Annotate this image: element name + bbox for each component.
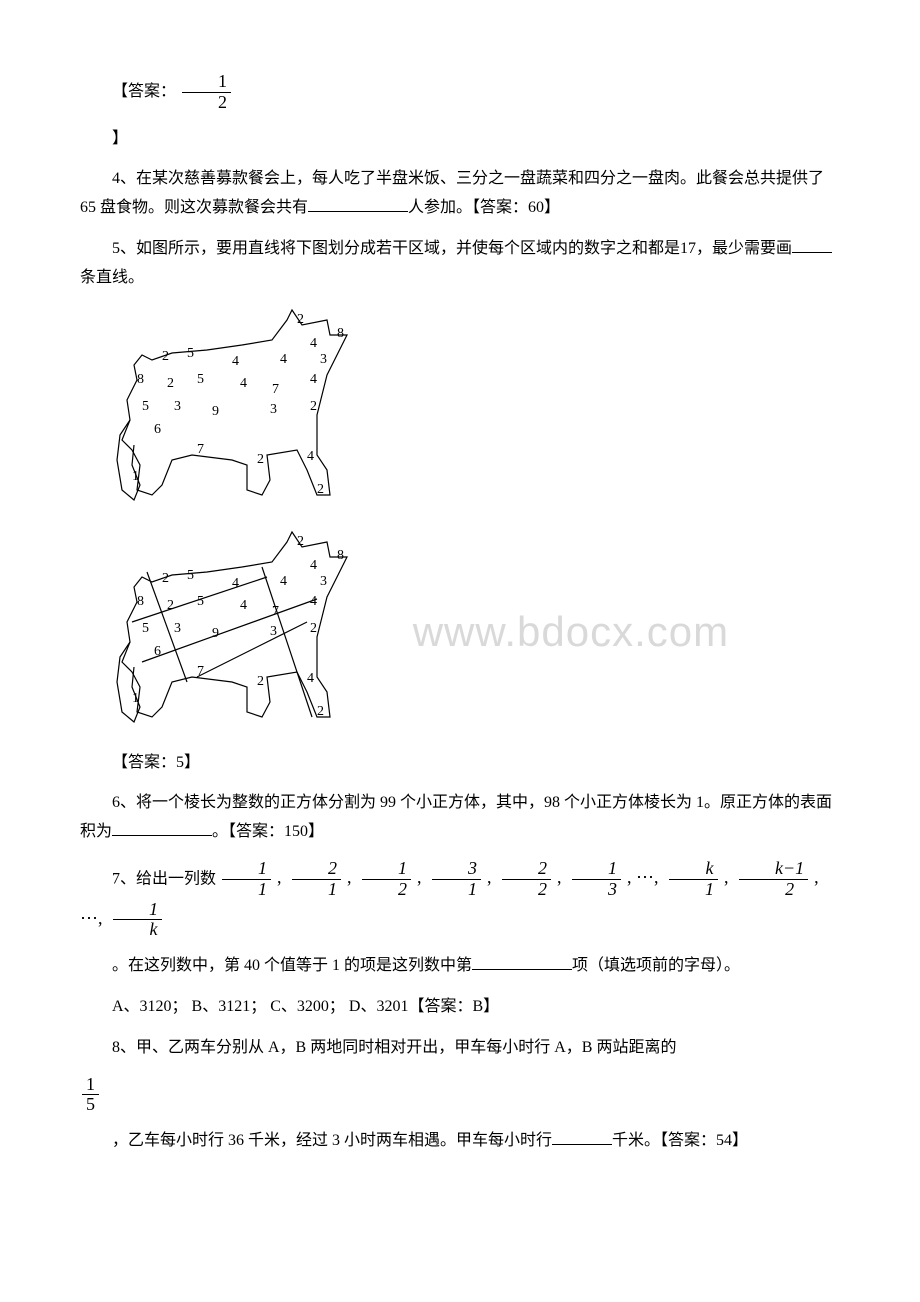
- svg-text:4: 4: [232, 576, 239, 591]
- svg-text:5: 5: [142, 621, 149, 636]
- q5-text-b: 条直线。: [80, 269, 144, 286]
- q5-blank: [792, 236, 832, 253]
- q7-options: A、3120； B、3121； C、3200； D、3201【答案：B】: [80, 993, 840, 1022]
- q8-blank: [552, 1128, 612, 1145]
- q3-frac-num: 1: [182, 72, 231, 93]
- svg-text:4: 4: [232, 354, 239, 369]
- q8-frac-num: 1: [82, 1075, 99, 1096]
- svg-text:3: 3: [270, 402, 277, 417]
- q8-fraction: 1 5: [82, 1075, 99, 1116]
- svg-text:5: 5: [197, 372, 204, 387]
- svg-text:5: 5: [142, 399, 149, 414]
- q8-text-a: 8、甲、乙两车分别从 A，B 两地同时相对开出，甲车每小时行 A，B 两站距离的: [112, 1039, 676, 1056]
- svg-text:4: 4: [240, 598, 247, 613]
- q3-answer-close: 】: [80, 125, 840, 154]
- svg-text:8: 8: [337, 548, 344, 563]
- q7-text-c: 项（填选项前的字母）。: [572, 957, 740, 974]
- svg-text:3: 3: [320, 574, 327, 589]
- q5-figure-1: 2 8 4 3 2 5 4 4 8 2 5 4 7 4 5 3 9 3 2 6 …: [112, 305, 840, 515]
- svg-text:7: 7: [197, 664, 204, 679]
- q8-line1: 8、甲、乙两车分别从 A，B 两地同时相对开出，甲车每小时行 A，B 两站距离的: [80, 1034, 840, 1063]
- svg-text:2: 2: [297, 534, 304, 549]
- svg-text:3: 3: [270, 624, 277, 639]
- svg-text:4: 4: [310, 336, 317, 351]
- svg-text:2: 2: [317, 482, 324, 497]
- svg-text:7: 7: [272, 382, 279, 397]
- svg-text:2: 2: [162, 571, 169, 586]
- svg-text:5: 5: [197, 594, 204, 609]
- q3-answer-block: 【答案： 1 2: [80, 72, 840, 113]
- svg-text:4: 4: [240, 376, 247, 391]
- svg-text:3: 3: [174, 399, 181, 414]
- q3-frac-den: 2: [182, 93, 231, 113]
- svg-text:9: 9: [212, 626, 219, 641]
- cat-figure-top: 2 8 4 3 2 5 4 4 8 2 5 4 7 4 5 3 9 3 2 6 …: [112, 305, 372, 515]
- svg-text:2: 2: [257, 674, 264, 689]
- q5-figure-2-wrap: www.bdocx.com 2 8 4 3 2 5 4 4 8 2 5 4 7 …: [112, 527, 840, 737]
- q4-text-b: 人参加。【答案：60】: [408, 199, 560, 216]
- svg-text:1: 1: [132, 469, 139, 484]
- svg-text:6: 6: [154, 644, 161, 659]
- svg-text:2: 2: [162, 349, 169, 364]
- svg-text:4: 4: [310, 594, 317, 609]
- q6-text: 6、将一个棱长为整数的正方体分割为 99 个小正方体，其中，98 个小正方体棱长…: [80, 789, 840, 847]
- q7-prefix: 7、给出一列数: [112, 870, 216, 887]
- svg-text:2: 2: [167, 598, 174, 613]
- svg-text:8: 8: [337, 326, 344, 341]
- svg-text:6: 6: [154, 422, 161, 437]
- svg-text:9: 9: [212, 404, 219, 419]
- cat-numbers-1: 2 8 4 3 2 5 4 4 8 2 5 4 7 4 5 3 9 3 2 6 …: [132, 312, 344, 497]
- svg-text:2: 2: [297, 312, 304, 327]
- q8-text-b: ，乙车每小时行 36 千米，经过 3 小时两车相遇。甲车每小时行: [112, 1132, 552, 1149]
- svg-text:2: 2: [257, 452, 264, 467]
- q5-text: 5、如图所示，要用直线将下图划分成若干区域，并使每个区域内的数字之和都是17，最…: [80, 235, 840, 293]
- svg-text:3: 3: [174, 621, 181, 636]
- svg-text:4: 4: [307, 449, 314, 464]
- svg-text:4: 4: [280, 352, 287, 367]
- q6-text-b: 。【答案：150】: [212, 823, 324, 840]
- svg-text:2: 2: [167, 376, 174, 391]
- q8-text-c: 千米。【答案：54】: [612, 1132, 748, 1149]
- svg-text:7: 7: [272, 604, 279, 619]
- q4-blank: [308, 195, 408, 212]
- svg-text:4: 4: [310, 372, 317, 387]
- q5-text-a: 5、如图所示，要用直线将下图划分成若干区域，并使每个区域内的数字之和都是17，最…: [112, 240, 792, 257]
- q7-blank: [472, 953, 572, 970]
- svg-text:2: 2: [310, 621, 317, 636]
- q8-frac-den: 5: [82, 1095, 99, 1115]
- q8-fraction-line: 1 5: [80, 1075, 840, 1116]
- svg-text:2: 2: [317, 704, 324, 719]
- q8-line2: ，乙车每小时行 36 千米，经过 3 小时两车相遇。甲车每小时行 千米。【答案：5…: [80, 1127, 840, 1156]
- svg-text:8: 8: [137, 594, 144, 609]
- svg-text:3: 3: [320, 352, 327, 367]
- cat-numbers-2: 2 8 4 3 2 5 4 4 8 2 5 4 7 4 5 3 9 3 2 6 …: [132, 534, 344, 719]
- q7-text-b: 。在这列数中，第 40 个值等于 1 的项是这列数中第: [112, 957, 472, 974]
- svg-text:1: 1: [132, 691, 139, 706]
- svg-text:5: 5: [187, 346, 194, 361]
- q6-blank: [112, 819, 212, 836]
- q3-fraction: 1 2: [182, 72, 231, 113]
- q7-line1: 7、给出一列数 11, 21, 12, 31, 22, 13, ⋯, k1, k…: [80, 859, 840, 940]
- svg-text:4: 4: [307, 671, 314, 686]
- q3-answer-prefix: 【答案：: [112, 83, 176, 100]
- svg-text:7: 7: [197, 442, 204, 457]
- q7-line2: 。在这列数中，第 40 个值等于 1 的项是这列数中第 项（填选项前的字母）。: [80, 952, 840, 981]
- q4-text: 4、在某次慈善募款餐会上，每人吃了半盘米饭、三分之一盘蔬菜和四分之一盘肉。此餐会…: [80, 165, 840, 223]
- svg-text:2: 2: [310, 399, 317, 414]
- cat-figure-bottom: 2 8 4 3 2 5 4 4 8 2 5 4 7 4 5 3 9 3 2 6 …: [112, 527, 372, 737]
- svg-text:8: 8: [137, 372, 144, 387]
- watermark-text: www.bdocx.com: [413, 594, 729, 670]
- svg-text:4: 4: [280, 574, 287, 589]
- svg-text:4: 4: [310, 558, 317, 573]
- q5-answer: 【答案：5】: [80, 749, 840, 778]
- svg-text:5: 5: [187, 568, 194, 583]
